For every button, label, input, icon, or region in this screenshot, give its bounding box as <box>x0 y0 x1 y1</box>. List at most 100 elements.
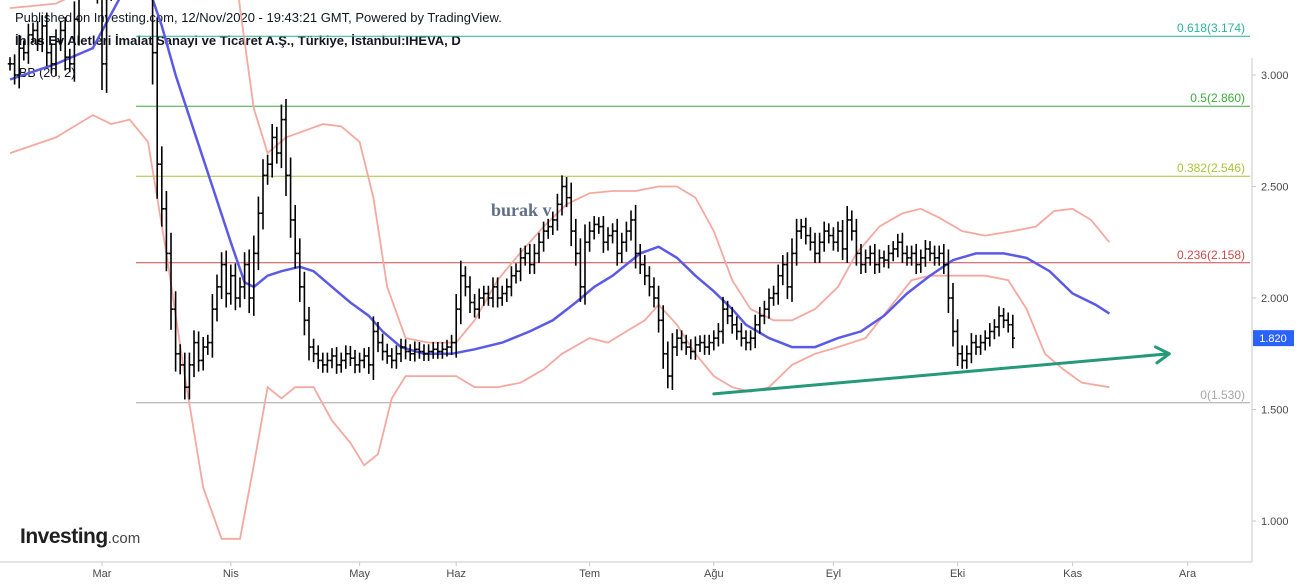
ohlc-bar <box>753 314 758 349</box>
fib-level-label: 0.236(2.158) <box>1177 248 1245 262</box>
ohlc-bar <box>651 277 657 308</box>
ohlc-bar <box>546 218 551 239</box>
ohlc-bar <box>964 345 969 369</box>
ohlc-bar <box>1010 314 1015 349</box>
ohlc-bar <box>260 159 266 230</box>
ohlc-bar <box>329 348 335 369</box>
ohlc-bar <box>40 15 45 53</box>
ohlc-bar <box>596 217 601 234</box>
ohlc-bar <box>826 223 831 244</box>
ohlc-bar <box>559 175 565 216</box>
ohlc-bar <box>463 266 468 297</box>
ohlc-bar <box>720 296 726 344</box>
ohlc-bar <box>573 218 578 266</box>
ohlc-bar <box>564 177 569 208</box>
ohlc-bar <box>831 227 836 251</box>
ohlc-bar <box>780 255 785 286</box>
y-tick-label: 1.000 <box>1261 516 1289 528</box>
ohlc-bar <box>375 321 381 353</box>
ohlc-bar <box>467 276 473 314</box>
ohlc-bar <box>394 345 399 369</box>
ohlc-bar <box>224 250 229 308</box>
ohlc-bar <box>932 245 937 266</box>
ohlc-bar <box>412 341 417 362</box>
ohlc-bar <box>946 249 951 314</box>
ohlc-bar <box>380 333 385 361</box>
ohlc-bar <box>605 227 611 251</box>
published-line: Published on Investing.com, 12/Nov/2020 … <box>15 10 502 25</box>
ohlc-bar <box>182 352 187 400</box>
ohlc-bar <box>270 124 275 178</box>
fib-level-label: 0.618(3.174) <box>1177 21 1245 35</box>
ohlc-bar <box>891 241 896 262</box>
ohlc-bar <box>707 334 712 355</box>
ohlc-bar <box>357 352 362 373</box>
x-tick-label: Ara <box>1179 568 1197 580</box>
ohlc-bar <box>302 271 307 336</box>
ohlc-bar <box>449 334 454 355</box>
ohlc-bar <box>849 210 854 241</box>
ohlc-bar <box>822 221 827 252</box>
instrument-title: İhlas Ev Aletleri İmalat Sanayi ve Ticar… <box>15 33 461 48</box>
ohlc-bar <box>233 263 238 311</box>
fib-level-label: 0.382(2.546) <box>1177 161 1245 175</box>
ohlc-bar <box>30 22 36 43</box>
ohlc-bar <box>104 0 108 93</box>
ohlc-bar <box>541 221 546 252</box>
ohlc-bar <box>389 348 394 369</box>
ohlc-bar <box>67 48 72 73</box>
trend-line[interactable] <box>712 352 1171 396</box>
ohlc-bar <box>256 196 261 271</box>
ohlc-bar <box>711 330 716 351</box>
ohlc-bar <box>178 344 183 375</box>
ohlc-bar <box>743 330 749 351</box>
ohlc-bar <box>504 278 509 302</box>
ohlc-bar <box>486 285 491 306</box>
ohlc-bar <box>610 223 615 244</box>
ohlc-bar <box>53 29 59 77</box>
ohlc-bar <box>762 300 767 325</box>
ohlc-bar <box>398 338 404 363</box>
ohlc-bar <box>799 218 804 239</box>
ohlc-bar <box>794 218 799 266</box>
ohlc-bar <box>1001 308 1006 329</box>
ohlc-bars <box>7 0 1015 400</box>
ohlc-bar <box>996 306 1002 337</box>
ohlc-bar <box>679 330 684 351</box>
ohlc-bar <box>987 323 992 347</box>
logo-domain: .com <box>107 530 141 547</box>
ohlc-bar <box>642 255 647 286</box>
ohlc-bar <box>1006 312 1011 333</box>
ohlc-bar <box>164 190 169 272</box>
ohlc-bar <box>306 306 312 361</box>
ohlc-bar <box>808 227 813 251</box>
ohlc-bar <box>495 277 500 308</box>
ohlc-bar <box>523 245 528 266</box>
ohlc-bar <box>173 291 178 372</box>
ohlc-bar <box>748 330 753 351</box>
x-tick-label: Nis <box>223 568 239 580</box>
ohlc-bar <box>803 217 808 245</box>
ohlc-bar <box>279 104 284 169</box>
ohlc-bar <box>44 12 49 67</box>
ohlc-bar <box>440 342 445 359</box>
ohlc-bar <box>352 349 358 374</box>
ohlc-bar <box>509 266 514 297</box>
investing-logo: Investing.com <box>20 525 140 549</box>
ohlc-bar <box>661 305 666 369</box>
ohlc-bar <box>362 348 367 369</box>
trend-arrow-head <box>1154 345 1171 365</box>
ohlc-bar <box>969 333 974 364</box>
ohlc-bar <box>490 277 496 308</box>
ohlc-bar <box>854 218 859 266</box>
ohlc-bar <box>283 98 289 196</box>
indicator-label[interactable]: BB (20, 2) <box>19 66 76 80</box>
ohlc-bar <box>582 224 588 305</box>
ohlc-bar <box>725 300 730 325</box>
ohlc-bar <box>670 333 675 390</box>
ohlc-bar <box>196 331 201 372</box>
ohlc-bar <box>536 232 542 263</box>
ohlc-bar <box>895 233 900 258</box>
ohlc-bar <box>348 345 353 367</box>
